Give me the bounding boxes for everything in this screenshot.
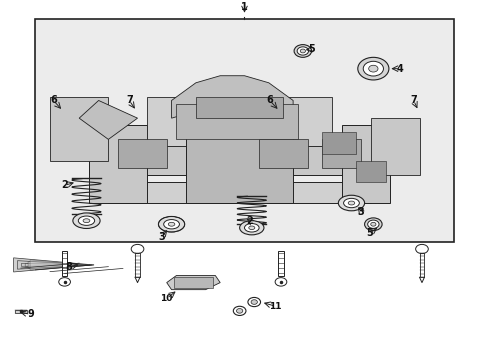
Ellipse shape <box>347 201 354 205</box>
Text: 2: 2 <box>245 216 252 226</box>
Bar <box>278 251 283 275</box>
Bar <box>15 310 27 313</box>
Bar <box>341 125 389 203</box>
Circle shape <box>364 218 381 231</box>
Polygon shape <box>79 100 137 139</box>
Polygon shape <box>14 258 94 272</box>
Text: 5: 5 <box>307 44 314 54</box>
Ellipse shape <box>244 224 259 232</box>
Bar <box>259 139 307 168</box>
Text: 6: 6 <box>50 95 57 105</box>
Ellipse shape <box>338 195 364 211</box>
Circle shape <box>236 309 243 313</box>
Polygon shape <box>21 264 90 266</box>
Ellipse shape <box>239 221 264 235</box>
Ellipse shape <box>83 219 90 222</box>
Text: 1: 1 <box>241 2 247 12</box>
Ellipse shape <box>163 220 179 229</box>
Bar <box>135 249 140 277</box>
Text: 8: 8 <box>65 262 72 272</box>
Bar <box>322 132 356 153</box>
Text: 4: 4 <box>396 64 403 74</box>
Bar <box>176 104 297 139</box>
Ellipse shape <box>248 226 254 230</box>
Text: 3: 3 <box>158 231 165 242</box>
Circle shape <box>233 306 245 315</box>
Polygon shape <box>18 261 92 269</box>
Circle shape <box>293 45 311 57</box>
Circle shape <box>357 57 388 80</box>
Text: 11: 11 <box>269 302 281 311</box>
Bar <box>363 67 382 71</box>
Circle shape <box>415 244 427 253</box>
Circle shape <box>368 65 377 72</box>
Bar <box>108 182 370 203</box>
Bar <box>356 161 385 182</box>
Polygon shape <box>28 261 86 269</box>
Bar <box>89 125 147 203</box>
Bar <box>370 118 419 175</box>
Circle shape <box>250 300 257 304</box>
Text: 2: 2 <box>61 180 68 190</box>
Bar <box>118 139 166 168</box>
Ellipse shape <box>73 213 100 229</box>
Ellipse shape <box>78 216 95 225</box>
Text: 3: 3 <box>357 207 364 217</box>
Bar <box>419 249 424 277</box>
Ellipse shape <box>343 198 359 208</box>
Circle shape <box>367 220 378 228</box>
Bar <box>186 111 292 203</box>
Polygon shape <box>30 260 85 270</box>
Text: 7: 7 <box>125 95 132 105</box>
Text: 6: 6 <box>266 95 273 105</box>
Circle shape <box>300 49 305 53</box>
Bar <box>89 147 389 175</box>
Bar <box>196 97 283 118</box>
Text: 7: 7 <box>409 95 416 105</box>
Bar <box>322 139 361 168</box>
Ellipse shape <box>158 216 184 232</box>
Bar <box>50 97 108 161</box>
Bar <box>174 277 212 288</box>
Text: 10: 10 <box>160 294 173 303</box>
Circle shape <box>131 244 143 253</box>
Polygon shape <box>166 275 220 290</box>
Bar <box>147 97 331 147</box>
Circle shape <box>59 278 70 286</box>
Polygon shape <box>171 76 292 118</box>
Polygon shape <box>25 264 88 266</box>
Bar <box>62 251 67 275</box>
Circle shape <box>363 61 383 76</box>
Circle shape <box>370 222 375 226</box>
Text: 5: 5 <box>366 228 372 238</box>
Ellipse shape <box>168 222 175 226</box>
Text: 9: 9 <box>27 309 34 319</box>
Circle shape <box>247 297 260 307</box>
Circle shape <box>297 47 308 55</box>
Bar <box>35 19 453 242</box>
Circle shape <box>275 278 286 286</box>
